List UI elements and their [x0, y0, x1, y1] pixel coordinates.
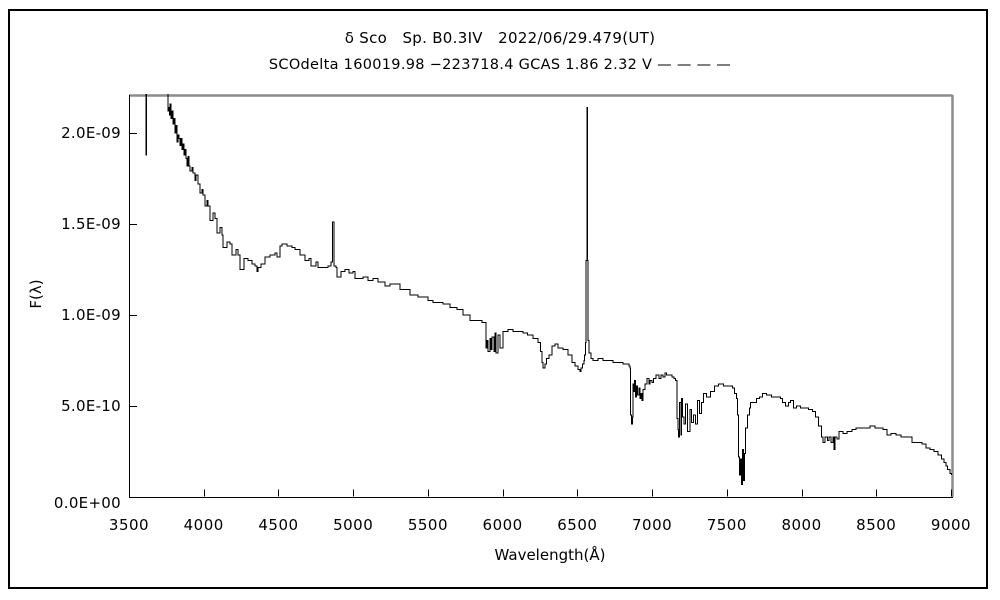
y-tick-label-0.0E+00: 0.0E+00 [53, 494, 121, 512]
y-tick-label-2.0E-09: 2.0E-09 [61, 124, 121, 142]
x-tick-label-4500: 4500 [258, 516, 299, 534]
x-tick-label-8000: 8000 [781, 516, 822, 534]
x-tick-label-9000: 9000 [930, 516, 972, 534]
x-tick-label-3500: 3500 [108, 516, 150, 534]
x-tick-label-6500: 6500 [557, 516, 598, 534]
x-tick-label-4000: 4000 [183, 516, 224, 534]
x-tick-label-7500: 7500 [706, 516, 747, 534]
x-tick-label-8500: 8500 [856, 516, 897, 534]
x-tick-label-7000: 7000 [631, 516, 673, 534]
x-axis-label: Wavelength(Å) [494, 546, 606, 564]
y-axis-label: F(λ) [27, 279, 45, 309]
spectrum-line [145, 94, 952, 485]
y-tick-label-1.5E-09: 1.5E-09 [61, 215, 121, 233]
x-tick-label-5500: 5500 [407, 516, 448, 534]
x-tick-label-6000: 6000 [482, 516, 523, 534]
y-tick-label-5.0E-10: 5.0E-10 [61, 397, 121, 415]
x-tick-label-5000: 5000 [333, 516, 374, 534]
chart-outer-border [8, 9, 988, 589]
chart-subtitle: SCOdelta 160019.98 −223718.4 GCAS 1.86 2… [268, 57, 732, 73]
plot-frame-left-bottom [128, 95, 953, 499]
chart-title: δ Sco Sp. B0.3IV 2022/06/29.479(UT) [344, 29, 656, 47]
plot-frame-top-right [129, 94, 954, 497]
y-tick-label-1.0E-09: 1.0E-09 [61, 306, 121, 324]
